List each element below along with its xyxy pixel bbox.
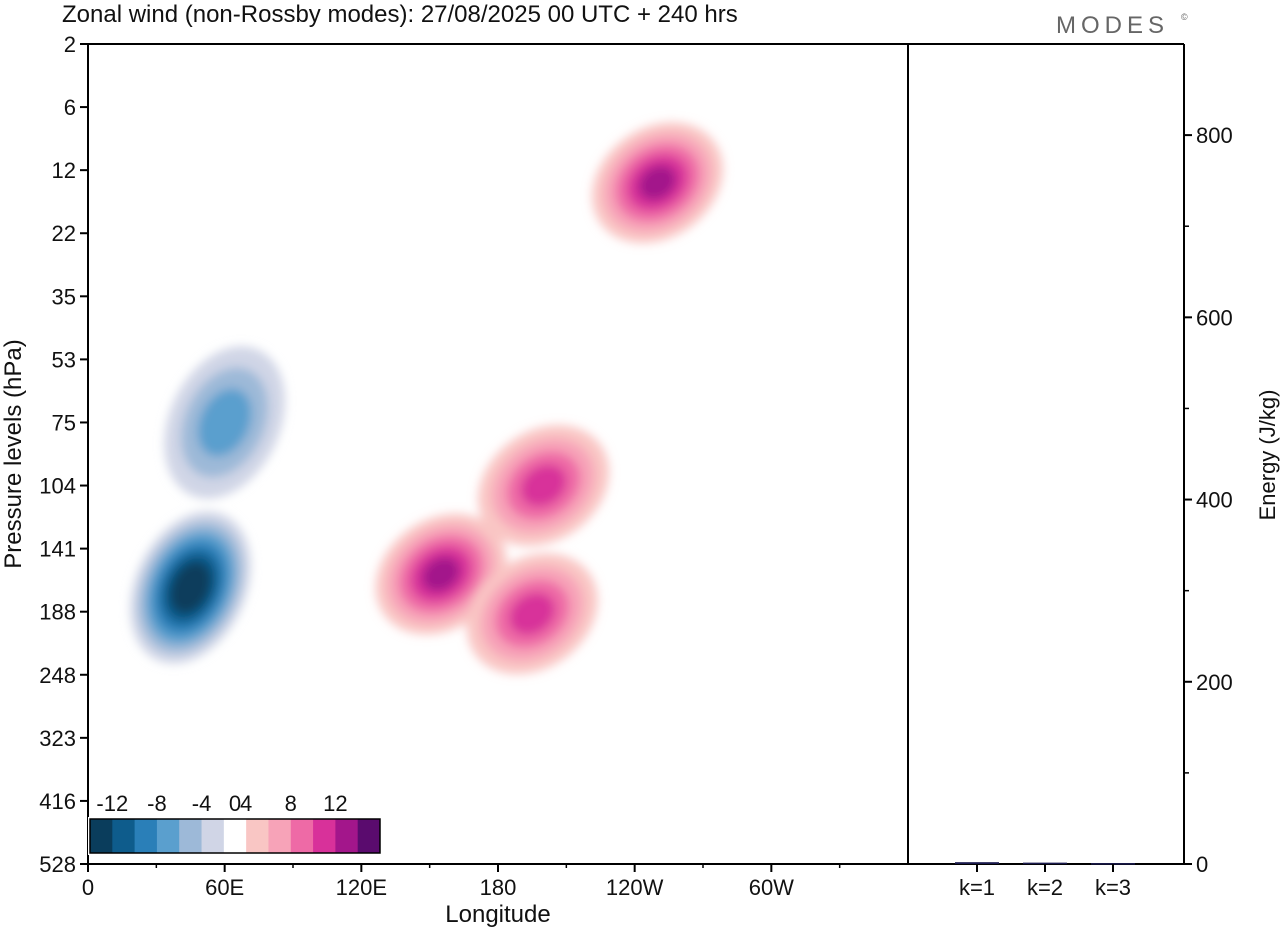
pressure-axis: 2 6 12 22 35 53 75 104 141 188 248 323 416 528 [39, 32, 88, 877]
colorbar-label: 4 [240, 791, 252, 816]
colorbar-swatch [223, 819, 247, 853]
energy-bars: k=1 k=2 k=3 [955, 862, 1135, 900]
colorbar-swatch [156, 819, 180, 853]
wind-contour [177, 571, 204, 604]
y-tick-label: 248 [39, 663, 76, 688]
colorbar-border [89, 818, 381, 854]
energy-category-label: k=1 [959, 875, 995, 900]
colorbar-swatch [112, 819, 136, 853]
energy-tick-label: 200 [1196, 670, 1233, 695]
colorbar-label: -4 [192, 791, 212, 816]
colorbar-swatch [201, 819, 225, 853]
y-tick-label: 104 [39, 474, 76, 499]
wind-contour [509, 592, 555, 635]
colorbar-swatch [313, 819, 336, 853]
colorbar-label: -8 [147, 791, 167, 816]
energy-category-label: k=3 [1095, 875, 1131, 900]
energy-category-label: k=2 [1027, 875, 1063, 900]
brand-logo: MODES [1056, 12, 1169, 39]
contour-shapes [130, 122, 723, 675]
y-tick-label: 22 [52, 221, 76, 246]
energy-tick-label: 0 [1196, 852, 1208, 877]
y-tick-label: 75 [52, 410, 76, 435]
colorbar-swatch [246, 819, 269, 853]
energy-bar [1023, 862, 1067, 865]
wind-contour [422, 556, 460, 592]
longitude-axis: 0 60E 120E 180 120W 60W [82, 864, 841, 900]
brand-mark: © [1181, 12, 1193, 22]
wind-contour-field [88, 44, 908, 864]
colorbar-swatch [268, 819, 292, 853]
y-tick-label: 323 [39, 726, 76, 751]
x-tick-label: 120E [336, 875, 387, 900]
wind-contour [197, 388, 252, 457]
y-tick-label: 6 [64, 95, 76, 120]
energy-tick-label: 400 [1196, 488, 1233, 513]
colorbar-swatch [357, 819, 381, 853]
y-tick-label: 12 [52, 158, 76, 183]
x-tick-label: 120W [606, 875, 664, 900]
energy-axis: 0 200 400 600 800 [1184, 123, 1233, 877]
colorbar-swatch [335, 819, 359, 853]
energy-bar [955, 862, 999, 864]
y-tick-label: 35 [52, 284, 76, 309]
colorbar-label: 12 [323, 791, 347, 816]
energy-tick-label: 600 [1196, 305, 1233, 330]
y-tick-label: 141 [39, 537, 76, 562]
y-tick-label: 53 [52, 347, 76, 372]
colorbar-label: 8 [285, 791, 297, 816]
colorbar-label: -12 [96, 791, 128, 816]
y-tick-label: 188 [39, 600, 76, 625]
colorbar-swatch [134, 819, 158, 853]
colorbar-swatch [179, 819, 203, 853]
energy-axis-label: Energy (J/kg) [1255, 390, 1280, 521]
x-tick-label: 60E [205, 875, 244, 900]
x-tick-label: 0 [82, 875, 94, 900]
energy-tick-label: 800 [1196, 123, 1233, 148]
colorbar-label: 0 [229, 791, 241, 816]
x-tick-label: 60W [749, 875, 794, 900]
chart-title: Zonal wind (non-Rossby modes): 27/08/202… [62, 1, 738, 28]
y-tick-label: 416 [39, 789, 76, 814]
wind-contour [638, 165, 677, 201]
wind-contour [520, 464, 567, 507]
colorbar: -12 -8 -4 04 8 12 [88, 791, 382, 855]
x-axis-label: Longitude [445, 901, 550, 928]
colorbar-swatch [290, 819, 314, 853]
y-tick-label: 2 [64, 32, 76, 57]
colorbar-swatch [90, 819, 113, 853]
y-tick-label: 528 [39, 852, 76, 877]
energy-bar [1091, 863, 1135, 865]
y-axis-label: Pressure levels (hPa) [0, 339, 27, 568]
x-tick-label: 180 [480, 875, 517, 900]
